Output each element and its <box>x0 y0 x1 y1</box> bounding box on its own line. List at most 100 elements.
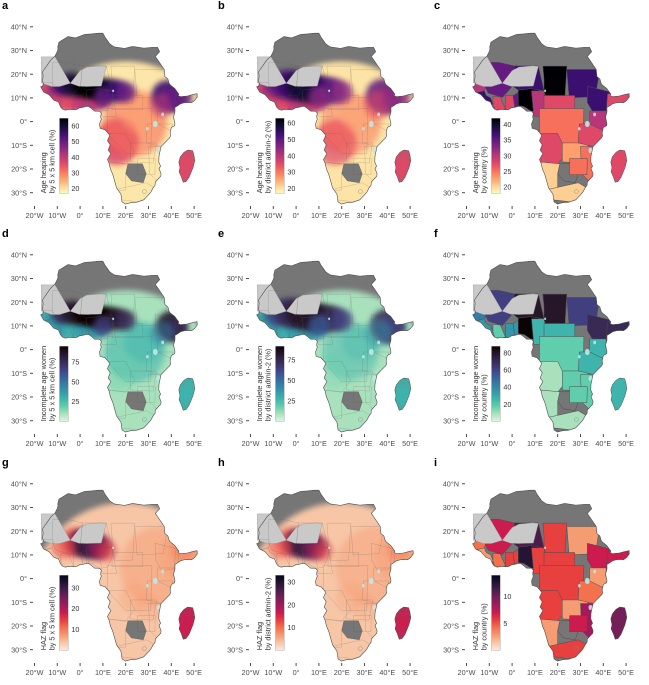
svg-text:20°W: 20°W <box>458 668 476 677</box>
svg-text:30: 30 <box>287 577 295 586</box>
svg-text:30°S: 30°S <box>11 417 27 426</box>
svg-text:c: c <box>434 0 440 12</box>
svg-text:40°E: 40°E <box>163 211 179 220</box>
svg-text:30°N: 30°N <box>227 274 243 283</box>
svg-text:40°E: 40°E <box>595 439 611 448</box>
svg-text:60: 60 <box>503 366 511 375</box>
svg-text:20°E: 20°E <box>118 439 134 448</box>
svg-text:0°: 0° <box>509 668 516 677</box>
svg-text:20°W: 20°W <box>26 211 44 220</box>
svg-text:10°S: 10°S <box>443 141 459 150</box>
svg-text:by 5 x 5 km cell (%): by 5 x 5 km cell (%) <box>48 358 57 422</box>
svg-text:30°N: 30°N <box>227 46 243 55</box>
svg-text:10°N: 10°N <box>443 550 459 559</box>
svg-text:20°S: 20°S <box>227 165 243 174</box>
svg-text:40°E: 40°E <box>595 668 611 677</box>
svg-text:20°E: 20°E <box>550 668 566 677</box>
svg-text:0°: 0° <box>236 345 243 354</box>
svg-text:by country (%): by country (%) <box>480 603 489 650</box>
svg-text:10°E: 10°E <box>527 668 543 677</box>
svg-text:10°S: 10°S <box>11 141 27 150</box>
svg-text:10°W: 10°W <box>264 211 282 220</box>
svg-text:20°E: 20°E <box>118 668 134 677</box>
svg-text:0°: 0° <box>20 117 27 126</box>
svg-text:by 5 x 5 km cell (%): by 5 x 5 km cell (%) <box>48 130 57 194</box>
svg-text:20: 20 <box>503 183 511 192</box>
svg-text:30°N: 30°N <box>11 46 27 55</box>
svg-text:10°N: 10°N <box>11 322 27 331</box>
svg-text:50: 50 <box>287 376 295 385</box>
svg-text:30°E: 30°E <box>357 211 373 220</box>
svg-text:20°N: 20°N <box>227 70 243 79</box>
svg-text:0°: 0° <box>77 211 84 220</box>
svg-text:10: 10 <box>71 625 79 634</box>
svg-text:0°: 0° <box>20 574 27 583</box>
svg-text:10°N: 10°N <box>227 94 243 103</box>
svg-text:40°E: 40°E <box>379 211 395 220</box>
svg-text:h: h <box>218 457 225 469</box>
svg-text:20°E: 20°E <box>334 439 350 448</box>
svg-text:30°N: 30°N <box>443 274 459 283</box>
svg-text:20°E: 20°E <box>118 211 134 220</box>
svg-text:40°E: 40°E <box>595 211 611 220</box>
svg-text:30°E: 30°E <box>141 439 157 448</box>
svg-text:30°E: 30°E <box>573 439 589 448</box>
svg-text:40: 40 <box>287 151 295 160</box>
svg-text:40: 40 <box>503 120 511 129</box>
svg-text:30°S: 30°S <box>443 417 459 426</box>
svg-text:40°N: 40°N <box>443 479 459 488</box>
svg-text:25: 25 <box>287 397 295 406</box>
svg-text:10: 10 <box>503 592 511 601</box>
svg-text:g: g <box>2 457 9 469</box>
svg-text:40°N: 40°N <box>11 22 27 31</box>
svg-text:10°N: 10°N <box>227 322 243 331</box>
svg-text:0°: 0° <box>293 668 300 677</box>
svg-text:30°E: 30°E <box>573 211 589 220</box>
svg-text:20°N: 20°N <box>11 298 27 307</box>
svg-text:75: 75 <box>71 358 79 367</box>
svg-text:by district admin-2 (%): by district admin-2 (%) <box>264 121 273 194</box>
svg-text:20°S: 20°S <box>11 165 27 174</box>
svg-text:20°N: 20°N <box>11 70 27 79</box>
svg-text:40°N: 40°N <box>443 22 459 31</box>
svg-text:10°E: 10°E <box>95 211 111 220</box>
svg-text:50°E: 50°E <box>618 211 634 220</box>
svg-text:0°: 0° <box>452 574 459 583</box>
svg-text:20°S: 20°S <box>443 393 459 402</box>
svg-text:30°S: 30°S <box>227 188 243 197</box>
svg-text:by district admin-2 (%): by district admin-2 (%) <box>264 349 273 422</box>
svg-text:50°E: 50°E <box>186 439 202 448</box>
svg-text:20°S: 20°S <box>227 621 243 630</box>
svg-text:40°E: 40°E <box>163 439 179 448</box>
svg-text:20°S: 20°S <box>11 621 27 630</box>
svg-text:50: 50 <box>71 378 79 387</box>
svg-text:10°W: 10°W <box>480 668 498 677</box>
svg-text:50°E: 50°E <box>402 668 418 677</box>
svg-text:20°S: 20°S <box>11 393 27 402</box>
svg-text:0°: 0° <box>293 439 300 448</box>
svg-text:10°E: 10°E <box>311 439 327 448</box>
svg-text:10°N: 10°N <box>11 550 27 559</box>
svg-text:30°S: 30°S <box>227 417 243 426</box>
svg-text:20°S: 20°S <box>227 393 243 402</box>
svg-text:10°N: 10°N <box>11 94 27 103</box>
svg-text:20°W: 20°W <box>458 439 476 448</box>
svg-text:f: f <box>434 228 438 240</box>
svg-text:e: e <box>218 228 224 240</box>
svg-text:i: i <box>434 457 437 469</box>
svg-text:10°W: 10°W <box>480 439 498 448</box>
svg-text:40°N: 40°N <box>227 22 243 31</box>
svg-text:20: 20 <box>287 600 295 609</box>
svg-text:0°: 0° <box>509 439 516 448</box>
svg-text:30: 30 <box>71 583 79 592</box>
svg-text:20°E: 20°E <box>334 211 350 220</box>
svg-text:30°S: 30°S <box>227 645 243 654</box>
svg-text:60: 60 <box>71 122 79 131</box>
svg-text:20°E: 20°E <box>550 439 566 448</box>
svg-text:b: b <box>218 0 225 12</box>
svg-text:40°N: 40°N <box>11 479 27 488</box>
svg-text:30°E: 30°E <box>573 668 589 677</box>
svg-text:0°: 0° <box>452 345 459 354</box>
svg-text:10°E: 10°E <box>527 439 543 448</box>
svg-text:20°W: 20°W <box>26 439 44 448</box>
